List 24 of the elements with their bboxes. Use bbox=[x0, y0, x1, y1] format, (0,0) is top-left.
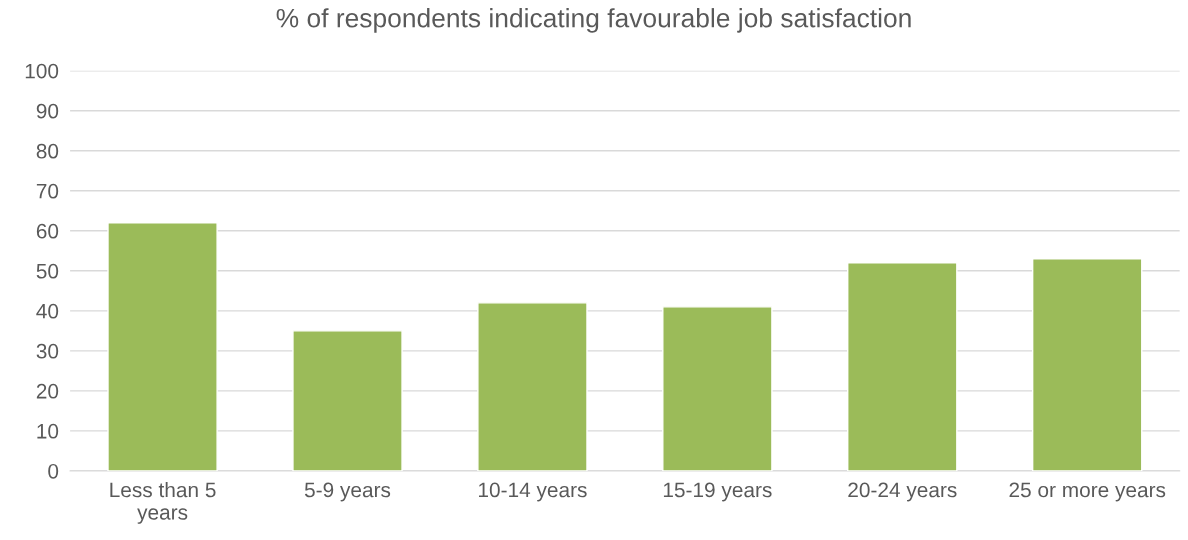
y-tick-label: 50 bbox=[36, 263, 59, 279]
y-tick-label: 80 bbox=[36, 143, 59, 159]
y-tick-label: 60 bbox=[36, 223, 59, 239]
x-tick-label: 15-19 years bbox=[663, 482, 772, 502]
bar bbox=[662, 306, 773, 471]
bar bbox=[477, 302, 588, 471]
y-tick-label: 90 bbox=[36, 103, 59, 119]
y-tick-label: 10 bbox=[37, 423, 59, 439]
bar bbox=[292, 330, 403, 471]
bar bbox=[1031, 258, 1143, 471]
x-tick-label: Less than 5 years bbox=[110, 481, 216, 524]
y-tick-label: 30 bbox=[36, 343, 59, 359]
x-tick-label: 25 or more years bbox=[1009, 482, 1166, 502]
y-tick-label: 40 bbox=[36, 303, 59, 319]
bar bbox=[107, 222, 218, 471]
y-tick-label: 100 bbox=[25, 63, 59, 79]
y-tick-label: 0 bbox=[48, 463, 59, 479]
x-tick-label: 5-9 years bbox=[304, 482, 391, 502]
chart-title: % of respondents indicating favourable job satisfaction bbox=[276, 8, 911, 33]
y-tick-label: 20 bbox=[36, 383, 59, 399]
x-tick-label: 10-14 years bbox=[479, 482, 587, 502]
y-tick-label: 70 bbox=[36, 183, 59, 199]
x-tick-label: 20-24 years bbox=[848, 482, 957, 502]
bar bbox=[847, 262, 958, 471]
